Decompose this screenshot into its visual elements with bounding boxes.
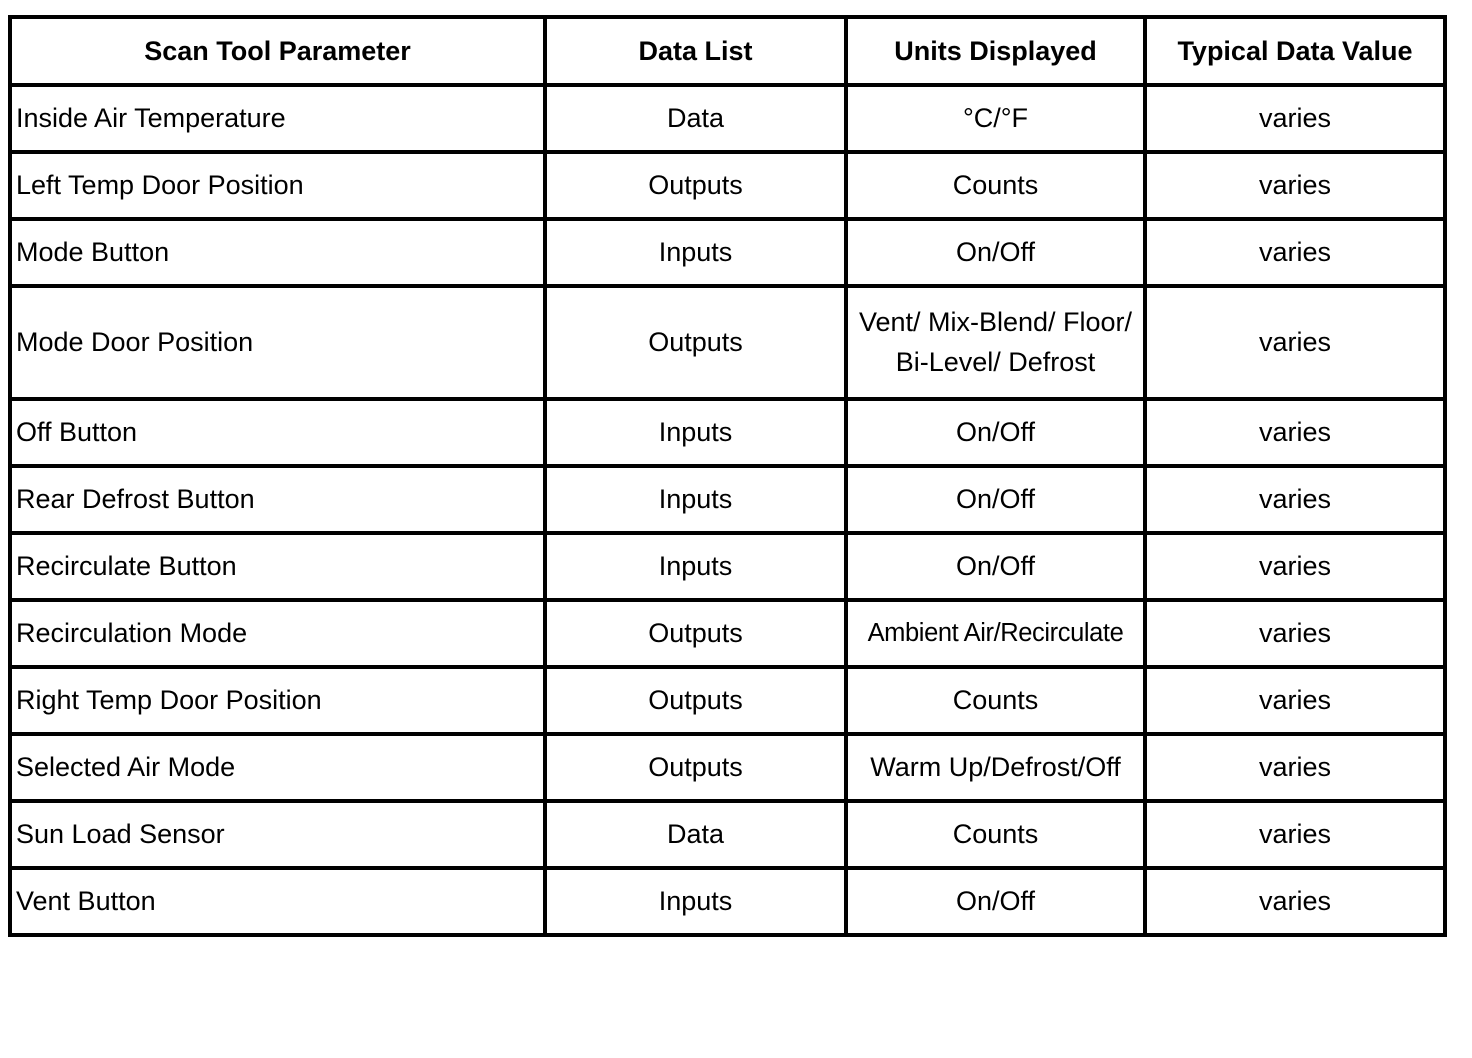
cell-parameter: Mode Door Position [8, 284, 547, 401]
table-row: Sun Load Sensor Data Counts varies [8, 799, 1447, 870]
cell-typical-value: varies [1143, 799, 1447, 870]
table-body: Inside Air Temperature Data °C/°F varies… [8, 83, 1447, 937]
cell-parameter: Mode Button [8, 217, 547, 288]
table-row: Selected Air Mode Outputs Warm Up/Defros… [8, 732, 1447, 803]
cell-data-list: Outputs [543, 665, 848, 736]
cell-units: On/Off [844, 866, 1147, 937]
cell-units: On/Off [844, 464, 1147, 535]
cell-typical-value: varies [1143, 732, 1447, 803]
cell-parameter: Right Temp Door Position [8, 665, 547, 736]
table-row: Right Temp Door Position Outputs Counts … [8, 665, 1447, 736]
table-row: Mode Door Position Outputs Vent/ Mix-Ble… [8, 284, 1447, 401]
cell-data-list: Inputs [543, 397, 848, 468]
column-header-data-list: Data List [543, 15, 848, 87]
table-row: Vent Button Inputs On/Off varies [8, 866, 1447, 937]
cell-units: Counts [844, 799, 1147, 870]
cell-typical-value: varies [1143, 665, 1447, 736]
cell-units-line-1: Vent/ Mix-Blend/ Floor/ [858, 307, 1133, 338]
cell-units: Counts [844, 665, 1147, 736]
cell-parameter: Recirculation Mode [8, 598, 547, 669]
cell-units: Counts [844, 150, 1147, 221]
cell-data-list: Outputs [543, 732, 848, 803]
cell-typical-value: varies [1143, 531, 1447, 602]
cell-typical-value: varies [1143, 598, 1447, 669]
cell-parameter: Selected Air Mode [8, 732, 547, 803]
table-row: Inside Air Temperature Data °C/°F varies [8, 83, 1447, 154]
cell-units: On/Off [844, 531, 1147, 602]
cell-parameter: Off Button [8, 397, 547, 468]
cell-units: On/Off [844, 217, 1147, 288]
table-header-row: Scan Tool Parameter Data List Units Disp… [8, 15, 1447, 87]
table-header: Scan Tool Parameter Data List Units Disp… [8, 15, 1447, 87]
column-header-parameter: Scan Tool Parameter [8, 15, 547, 87]
cell-parameter: Rear Defrost Button [8, 464, 547, 535]
cell-units: Warm Up/Defrost/Off [844, 732, 1147, 803]
column-header-units: Units Displayed [844, 15, 1147, 87]
cell-typical-value: varies [1143, 83, 1447, 154]
cell-units: Ambient Air/Recirculate [844, 598, 1147, 669]
cell-data-list: Inputs [543, 531, 848, 602]
cell-typical-value: varies [1143, 866, 1447, 937]
table-row: Recirculate Button Inputs On/Off varies [8, 531, 1447, 602]
cell-data-list: Data [543, 799, 848, 870]
cell-units: °C/°F [844, 83, 1147, 154]
cell-units: On/Off [844, 397, 1147, 468]
cell-data-list: Outputs [543, 598, 848, 669]
table-row: Left Temp Door Position Outputs Counts v… [8, 150, 1447, 221]
table-row: Recirculation Mode Outputs Ambient Air/R… [8, 598, 1447, 669]
table-row: Off Button Inputs On/Off varies [8, 397, 1447, 468]
cell-parameter: Vent Button [8, 866, 547, 937]
cell-parameter: Sun Load Sensor [8, 799, 547, 870]
cell-parameter: Inside Air Temperature [8, 83, 547, 154]
cell-data-list: Inputs [543, 464, 848, 535]
cell-typical-value: varies [1143, 397, 1447, 468]
cell-typical-value: varies [1143, 284, 1447, 401]
cell-parameter: Left Temp Door Position [8, 150, 547, 221]
cell-data-list: Outputs [543, 284, 848, 401]
scan-tool-parameter-table: Scan Tool Parameter Data List Units Disp… [8, 15, 1447, 937]
cell-data-list: Data [543, 83, 848, 154]
cell-data-list: Inputs [543, 217, 848, 288]
cell-data-list: Outputs [543, 150, 848, 221]
cell-units: Vent/ Mix-Blend/ Floor/ Bi-Level/ Defros… [844, 284, 1147, 401]
cell-units-line-2: Bi-Level/ Defrost [895, 346, 1096, 377]
cell-typical-value: varies [1143, 150, 1447, 221]
cell-typical-value: varies [1143, 464, 1447, 535]
table-row: Rear Defrost Button Inputs On/Off varies [8, 464, 1447, 535]
column-header-typical: Typical Data Value [1143, 15, 1447, 87]
cell-data-list: Inputs [543, 866, 848, 937]
cell-typical-value: varies [1143, 217, 1447, 288]
cell-parameter: Recirculate Button [8, 531, 547, 602]
table-row: Mode Button Inputs On/Off varies [8, 217, 1447, 288]
